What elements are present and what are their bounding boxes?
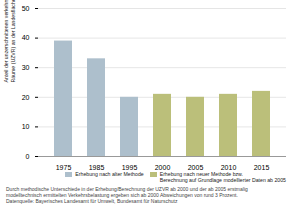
svg-text:0: 0 — [26, 153, 30, 160]
html-text:Datenquelle: Bayerisches Lande: Datenquelle: Bayerisches Landesamt für U… — [6, 198, 178, 204]
svg-text:1985: 1985 — [89, 164, 105, 170]
svg-text:2010: 2010 — [221, 164, 237, 170]
svg-text:50: 50 — [22, 5, 30, 12]
svg-text:2015: 2015 — [254, 164, 270, 170]
svg-text:2000: 2000 — [155, 164, 171, 170]
html-text:Durch methodische Unterschiede: Durch methodische Unterschiede in der Er… — [6, 186, 248, 192]
html-text:Erhebung nach alter Methode: Erhebung nach alter Methode — [75, 171, 144, 177]
svg-text:1975: 1975 — [56, 164, 72, 170]
svg-text:1995: 1995 — [122, 164, 138, 170]
html-text:Erhebung nach neuer Methode bz: Erhebung nach neuer Methode bzw. Berechn… — [159, 171, 286, 183]
svg-text:10: 10 — [22, 123, 30, 130]
svg-text:20: 20 — [22, 94, 30, 101]
svg-text:Anteil der unzerschnittenen ve: Anteil der unzerschnittenen verkehrsarme… — [3, 0, 15, 83]
svg-text:2005: 2005 — [188, 164, 204, 170]
svg-text:40: 40 — [22, 34, 30, 41]
svg-text:30: 30 — [22, 64, 30, 71]
html-text:modelltechnisch ermittelten Ve: modelltechnisch ermittelten Verkehrsbela… — [6, 192, 238, 198]
